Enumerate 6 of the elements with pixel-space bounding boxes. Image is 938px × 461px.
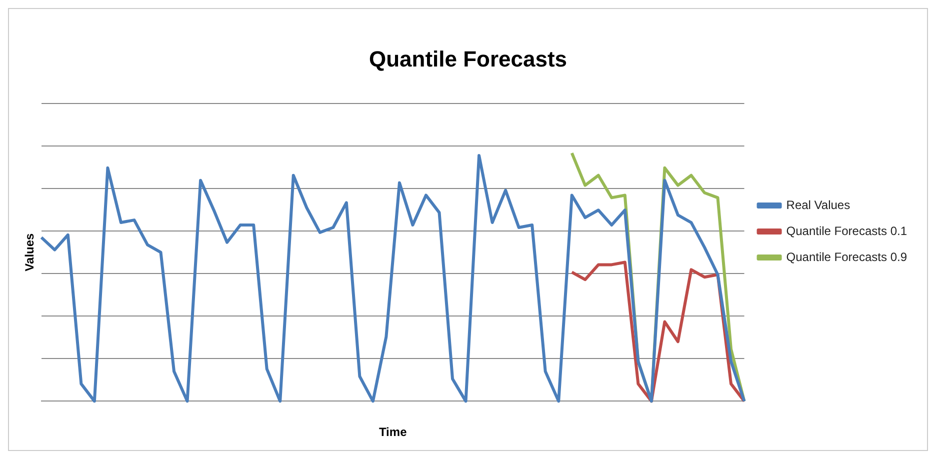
legend-label: Quantile Forecasts 0.9 [786,250,908,264]
x-axis-title: Time [378,425,408,440]
chart-title: Quantile Forecasts [368,46,568,72]
y-axis-title: Values [22,232,37,272]
legend-label: Real Values [786,198,850,212]
legend-label: Quantile Forecasts 0.1 [786,224,908,238]
